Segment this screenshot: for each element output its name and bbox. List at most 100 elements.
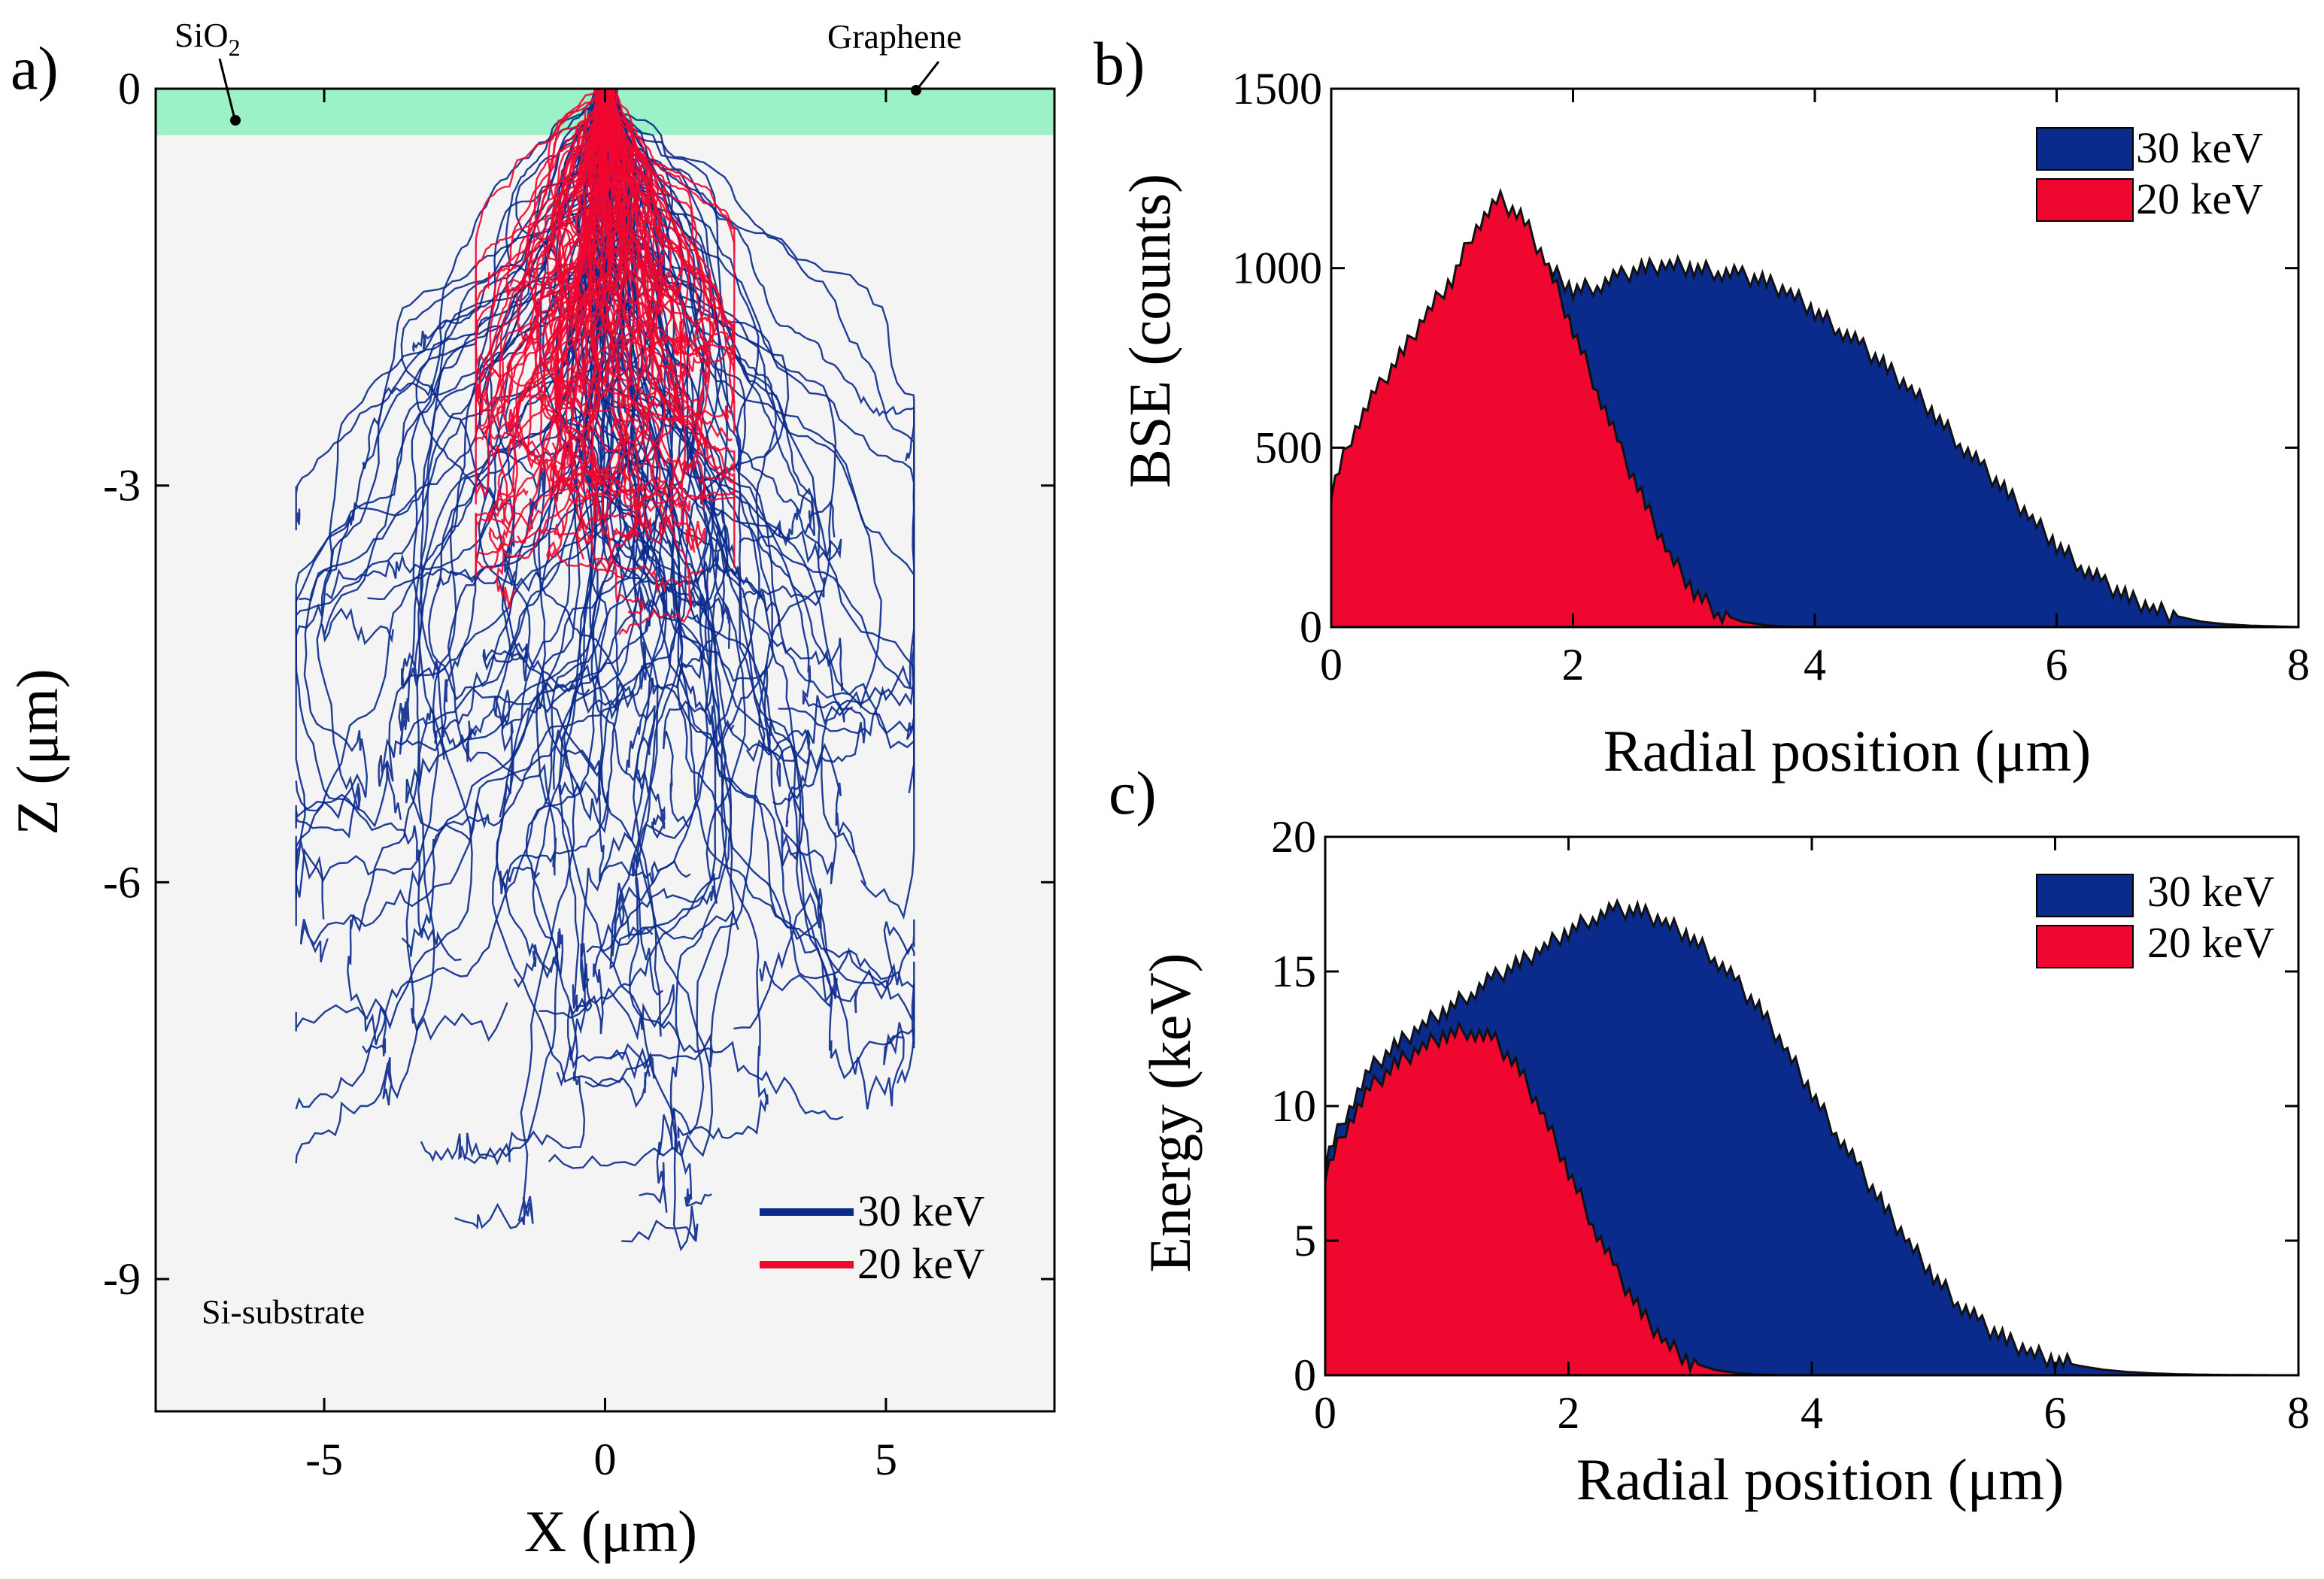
trajectory-line xyxy=(605,88,736,364)
trajectory-line xyxy=(603,88,721,372)
legend-b: 30 keV 20 keV xyxy=(2036,123,2263,223)
trajectory-line xyxy=(593,88,688,351)
trajectory-line xyxy=(597,88,736,501)
x-tick-label: 6 xyxy=(2044,1388,2067,1438)
y-tick-label: 1000 xyxy=(1232,244,1322,293)
sio2-pointer-dot xyxy=(230,115,241,126)
trajectory-line xyxy=(515,88,615,482)
trajectory-line xyxy=(295,88,696,1110)
y-tick-label: 1500 xyxy=(1232,64,1322,114)
legend-b-30kev-label: 30 keV xyxy=(2136,123,2263,172)
graphene-pointer xyxy=(916,61,940,89)
y-ticks-a: 0 -3 -6 -9 xyxy=(103,64,1054,1304)
trajectory-line xyxy=(594,88,693,635)
y-axis-title-b: BSE (counts) xyxy=(1117,174,1182,488)
x-tick-label: 5 xyxy=(875,1435,897,1484)
panel-a-label: a) xyxy=(11,34,59,102)
trajectory-line xyxy=(608,88,882,762)
legend-c-30kev-label: 30 keV xyxy=(2147,867,2274,916)
trajectory-line xyxy=(581,88,769,1140)
trajectory-line xyxy=(605,88,766,1213)
x-ticks-b: 0 2 4 6 8 xyxy=(1320,89,2310,689)
trajectory-line xyxy=(516,88,632,494)
trajectory-line xyxy=(575,88,645,616)
y-ticks-c: 0 5 10 15 20 xyxy=(1271,812,2298,1400)
graphene-annotation: Graphene xyxy=(827,17,962,56)
x-tick-label: 2 xyxy=(1562,640,1585,689)
trajectory-line xyxy=(400,88,626,720)
legend-c-30kev-swatch xyxy=(2036,874,2134,917)
y-tick-label: 20 xyxy=(1271,812,1316,862)
trajectory-line xyxy=(475,88,618,505)
x-tick-label: 6 xyxy=(2046,640,2068,689)
trajectory-line xyxy=(556,88,659,502)
y-tick-label: 0 xyxy=(1294,1350,1316,1400)
x-tick-label: 8 xyxy=(2287,640,2310,689)
x-tick-label: 2 xyxy=(1558,1388,1580,1438)
trajectory-line xyxy=(604,88,684,384)
y-tick-label: -6 xyxy=(103,857,141,907)
trajectory-line xyxy=(475,88,609,537)
trajectory-line xyxy=(557,88,619,298)
trajectory-line xyxy=(599,88,915,793)
y-tick-label: -3 xyxy=(103,461,141,511)
y-tick-label: 0 xyxy=(1300,602,1322,652)
legend-c-20kev-swatch xyxy=(2036,925,2134,968)
panel-b-bse: b) 0 2 4 6 8 0 500 1000 1500 30 keV 20 keV Radi… xyxy=(1094,29,2310,783)
trajectory-line xyxy=(529,88,603,560)
sio2-annotation: SiO2 xyxy=(174,16,241,61)
x-tick-label: 4 xyxy=(1801,1388,1823,1438)
trajectory-line xyxy=(605,88,856,853)
x-tick-label: 0 xyxy=(594,1435,617,1484)
trajectory-line xyxy=(556,88,790,1087)
legend-c: 30 keV 20 keV xyxy=(2036,867,2274,968)
x-axis-title-a: X (μm) xyxy=(524,1499,697,1564)
y-tick-label: 0 xyxy=(118,64,141,114)
legend-c-20kev-label: 20 keV xyxy=(2147,918,2274,967)
substrate-annotation: Si-substrate xyxy=(202,1293,365,1331)
trajectory-line xyxy=(566,88,704,426)
trajectory-line xyxy=(487,88,615,523)
legend-b-20kev-swatch xyxy=(2036,178,2134,222)
x-ticks-a: -5 0 5 xyxy=(305,89,897,1484)
trajectory-line xyxy=(499,88,660,895)
y-tick-label: 500 xyxy=(1255,423,1322,472)
trajectory-line xyxy=(606,88,669,297)
trajectory-line xyxy=(600,88,915,1036)
trajectory-line xyxy=(581,88,711,532)
legend-b-30kev-swatch xyxy=(2036,127,2134,171)
x-tick-label: 8 xyxy=(2287,1388,2310,1438)
x-tick-label: 4 xyxy=(1804,640,1826,689)
trajectory-line xyxy=(539,88,717,1035)
trajectory-line xyxy=(475,88,604,443)
trajectory-line xyxy=(466,88,605,762)
x-tick-label: -5 xyxy=(305,1435,343,1484)
trajectory-line xyxy=(591,88,658,334)
x-axis-title-c: Radial position (μm) xyxy=(1576,1447,2064,1512)
trajectory-line xyxy=(541,88,622,493)
panel-c-energy: c) 0 2 4 6 8 0 5 10 15 20 30 keV 20 keV Radial p… xyxy=(1109,759,2310,1512)
area-20kev-bse xyxy=(1330,187,1816,629)
area-20kev-energy xyxy=(1324,1020,1812,1377)
y-tick-label: -9 xyxy=(103,1254,141,1304)
y-axis-title-a: Z (μm) xyxy=(5,668,70,835)
trajectory-line xyxy=(475,88,608,422)
trajectory-line xyxy=(405,88,678,1042)
trajectory-line xyxy=(609,88,728,483)
y-tick-label: 15 xyxy=(1271,947,1316,996)
panel-c-label: c) xyxy=(1109,759,1157,827)
trajectory-line xyxy=(608,88,736,433)
y-tick-label: 5 xyxy=(1294,1216,1316,1265)
trajectory-line xyxy=(600,88,705,594)
trajectory-line xyxy=(599,88,736,568)
trajectory-line xyxy=(608,88,915,556)
panel-a-trajectories: a) -5 0 5 0 -3 -6 -9 SiO2 Graphene Si-substra… xyxy=(5,16,1056,1564)
trajectory-line xyxy=(584,88,657,277)
trajectory-line xyxy=(599,88,663,347)
graphene-pointer-dot xyxy=(911,85,921,95)
panel-b-label: b) xyxy=(1094,29,1145,98)
sio2-pointer xyxy=(218,58,236,120)
legend-b-20kev-label: 20 keV xyxy=(2136,174,2263,223)
trajectory-line xyxy=(605,88,708,383)
